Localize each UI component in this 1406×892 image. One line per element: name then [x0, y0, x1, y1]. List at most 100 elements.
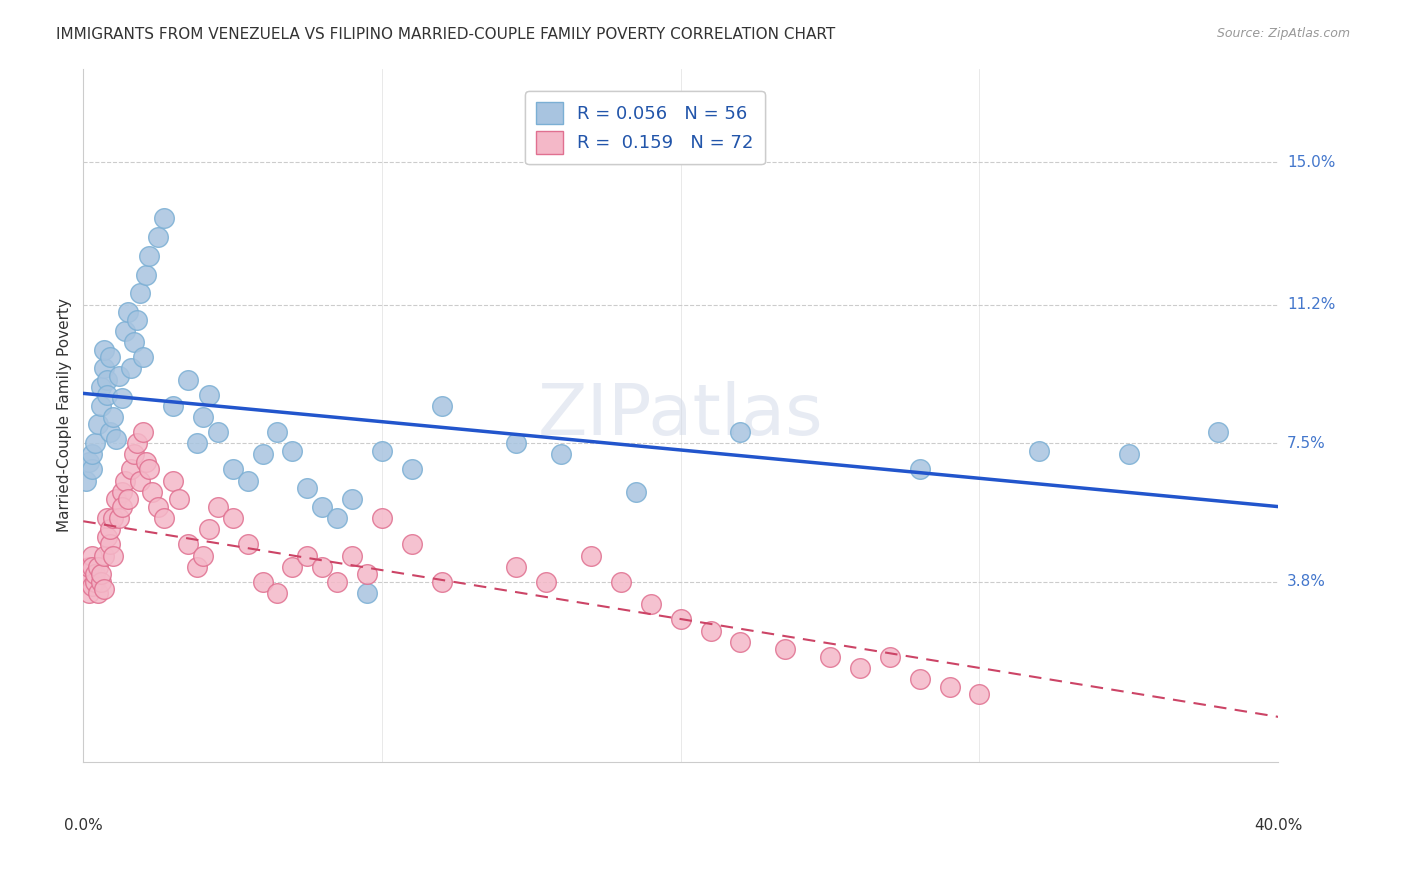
Point — [125, 312, 148, 326]
Point — [340, 492, 363, 507]
Point — [101, 549, 124, 563]
Point — [505, 436, 527, 450]
Point — [699, 624, 721, 638]
Point — [93, 343, 115, 357]
Point — [207, 425, 229, 439]
Point — [129, 474, 152, 488]
Point — [326, 574, 349, 589]
Point — [818, 649, 841, 664]
Point — [87, 560, 110, 574]
Point — [938, 680, 960, 694]
Point — [98, 522, 121, 536]
Point — [669, 612, 692, 626]
Point — [132, 425, 155, 439]
Point — [197, 522, 219, 536]
Point — [1208, 425, 1230, 439]
Point — [879, 649, 901, 664]
Point — [141, 484, 163, 499]
Point — [75, 474, 97, 488]
Point — [93, 361, 115, 376]
Point — [84, 567, 107, 582]
Point — [111, 500, 134, 514]
Point — [114, 474, 136, 488]
Point — [266, 425, 288, 439]
Point — [98, 537, 121, 551]
Text: 40.0%: 40.0% — [1254, 818, 1302, 833]
Point — [371, 443, 394, 458]
Point — [775, 642, 797, 657]
Point — [371, 511, 394, 525]
Point — [96, 530, 118, 544]
Point — [266, 586, 288, 600]
Point — [326, 511, 349, 525]
Text: 15.0%: 15.0% — [1286, 154, 1336, 169]
Point — [1028, 443, 1050, 458]
Point — [401, 462, 423, 476]
Point — [90, 567, 112, 582]
Point — [93, 582, 115, 597]
Point — [132, 350, 155, 364]
Point — [153, 211, 176, 226]
Point — [730, 425, 752, 439]
Point — [311, 500, 333, 514]
Y-axis label: Married-Couple Family Poverty: Married-Couple Family Poverty — [58, 298, 72, 533]
Text: IMMIGRANTS FROM VENEZUELA VS FILIPINO MARRIED-COUPLE FAMILY POVERTY CORRELATION : IMMIGRANTS FROM VENEZUELA VS FILIPINO MA… — [56, 27, 835, 42]
Point — [356, 586, 378, 600]
Point — [122, 334, 145, 349]
Point — [207, 500, 229, 514]
Point — [96, 372, 118, 386]
Point — [356, 567, 378, 582]
Text: 7.5%: 7.5% — [1286, 435, 1326, 450]
Point — [135, 455, 157, 469]
Point — [77, 455, 100, 469]
Point — [98, 425, 121, 439]
Point — [297, 549, 319, 563]
Point — [82, 462, 104, 476]
Point — [236, 474, 259, 488]
Point — [90, 380, 112, 394]
Point — [87, 417, 110, 432]
Point — [177, 537, 200, 551]
Point — [536, 574, 558, 589]
Point — [138, 462, 160, 476]
Point — [221, 462, 243, 476]
Point — [186, 560, 208, 574]
Text: ZIPatlas: ZIPatlas — [538, 381, 824, 450]
Point — [120, 462, 142, 476]
Point — [129, 286, 152, 301]
Point — [1118, 447, 1140, 461]
Point — [84, 574, 107, 589]
Point — [730, 635, 752, 649]
Legend: R = 0.056   N = 56, R =  0.159   N = 72: R = 0.056 N = 56, R = 0.159 N = 72 — [524, 91, 765, 164]
Point — [120, 361, 142, 376]
Point — [105, 433, 128, 447]
Point — [82, 549, 104, 563]
Point — [297, 481, 319, 495]
Point — [908, 462, 931, 476]
Point — [98, 350, 121, 364]
Point — [162, 474, 184, 488]
Point — [138, 249, 160, 263]
Point — [90, 399, 112, 413]
Point — [252, 574, 274, 589]
Point — [281, 443, 304, 458]
Point — [146, 230, 169, 244]
Point — [340, 549, 363, 563]
Point — [114, 324, 136, 338]
Point — [77, 560, 100, 574]
Point — [117, 492, 139, 507]
Point — [191, 409, 214, 424]
Point — [624, 484, 647, 499]
Point — [191, 549, 214, 563]
Text: Source: ZipAtlas.com: Source: ZipAtlas.com — [1216, 27, 1350, 40]
Point — [75, 574, 97, 589]
Point — [77, 586, 100, 600]
Point — [111, 484, 134, 499]
Point — [969, 687, 991, 701]
Point — [186, 436, 208, 450]
Point — [135, 268, 157, 282]
Point — [401, 537, 423, 551]
Point — [579, 549, 602, 563]
Point — [281, 560, 304, 574]
Point — [82, 447, 104, 461]
